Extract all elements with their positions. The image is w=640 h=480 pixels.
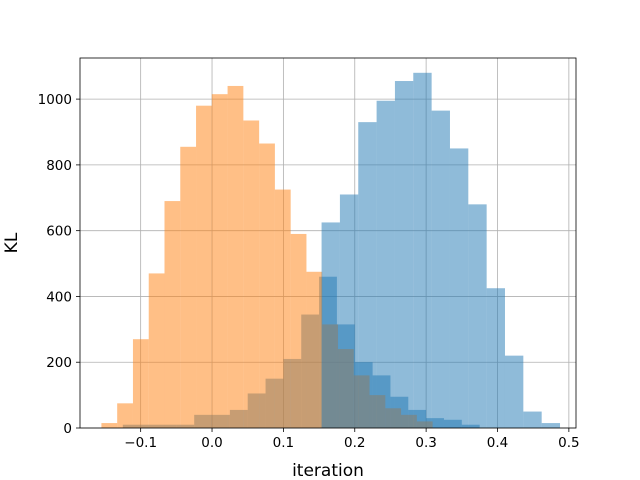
histogram-bar — [259, 143, 275, 428]
x-tick-label: 0.3 — [415, 435, 436, 451]
y-tick-label: 1000 — [38, 92, 72, 108]
x-tick-label: −0.1 — [124, 435, 157, 451]
histogram-bar — [243, 120, 260, 428]
y-tick-label: 200 — [46, 355, 72, 371]
bars — [101, 72, 561, 429]
histogram-bar — [101, 423, 118, 428]
x-tick-label: 0.0 — [201, 435, 222, 451]
x-tick-label: 0.5 — [558, 435, 579, 451]
histogram-bar — [274, 189, 291, 428]
histogram-bar — [376, 100, 395, 428]
histogram-bar — [117, 403, 133, 428]
histogram-bar — [132, 339, 149, 428]
histogram-bar — [164, 201, 181, 428]
y-tick-label: 800 — [46, 158, 72, 174]
histogram-bar — [504, 355, 524, 428]
x-tick-label: 0.1 — [273, 435, 294, 451]
histogram-bar — [306, 271, 323, 428]
histogram-bar — [468, 204, 487, 428]
histogram-bar — [449, 148, 469, 428]
histogram-bar — [541, 423, 561, 428]
histogram-bar — [394, 81, 414, 429]
histogram-bar — [413, 72, 432, 429]
x-tick-label: 0.4 — [487, 435, 508, 451]
y-tick-label: 600 — [46, 224, 72, 240]
histogram-bar — [196, 105, 212, 428]
histogram-bar — [321, 222, 340, 428]
y-axis-label: KL — [2, 232, 22, 253]
y-tick-label: 0 — [63, 421, 72, 437]
y-tick-label: 400 — [46, 289, 72, 305]
histogram-bar — [358, 122, 377, 428]
histogram-bar — [523, 411, 542, 428]
histogram-bar — [148, 273, 165, 428]
histogram-bar — [211, 94, 228, 428]
histogram-bar — [486, 288, 505, 428]
histogram-bar — [339, 194, 359, 428]
histogram-bar — [227, 85, 244, 428]
histogram-bar — [290, 233, 307, 428]
x-tick-label: 0.2 — [344, 435, 365, 451]
histogram-bar — [431, 110, 450, 428]
ticks: −0.1 0.0 0.1 0.2 0.3 0.4 0.5 0 200 400 600 800 1000 — [38, 92, 580, 451]
histogram-bar — [180, 146, 197, 429]
plot-frame — [79, 57, 577, 429]
x-axis-label: iteration — [292, 461, 364, 480]
